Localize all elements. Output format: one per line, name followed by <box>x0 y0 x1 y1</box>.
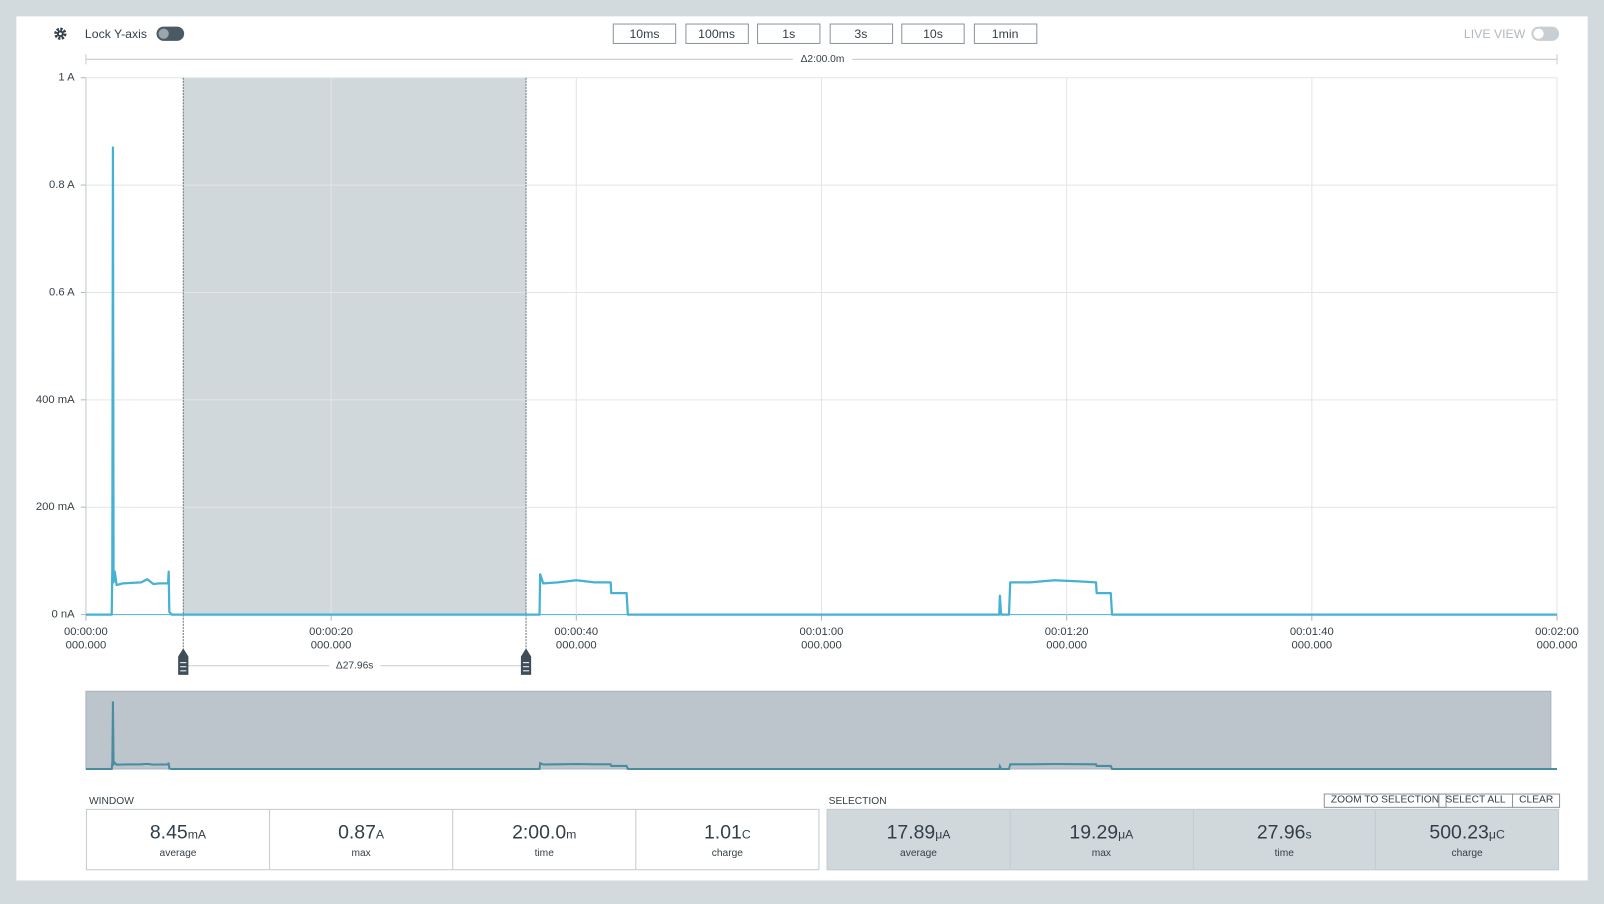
x-tick-label: 00:01:40 000.000 <box>1289 625 1334 652</box>
stat-label: charge <box>1451 847 1483 859</box>
stat-value-row: 17.89μA <box>828 822 1010 844</box>
stat-cell: 17.89μA average <box>828 810 1010 869</box>
handle-shape <box>520 648 532 675</box>
stat-cell: 1.01C charge <box>635 809 818 870</box>
stat-value-row: 27.96s <box>1193 822 1375 844</box>
stat-label: charge <box>711 847 743 859</box>
stat-label: max <box>351 847 371 859</box>
lock-label: Lock Y-axis <box>84 26 148 41</box>
stat-label: time <box>534 847 554 859</box>
window-button[interactable]: 10ms <box>612 23 677 44</box>
y-tick-label: 0.6 A <box>49 286 75 298</box>
stat-unit: μA <box>935 827 951 842</box>
minimap-trace <box>85 701 1558 771</box>
window-button[interactable]: 100ms <box>684 23 749 44</box>
selection-button[interactable]: ZOOM TO SELECTION <box>1323 793 1447 808</box>
x-tick-label: 00:01:20 000.000 <box>1044 625 1089 652</box>
stat-label: max <box>1091 847 1112 859</box>
window-button[interactable]: 1s <box>757 23 821 44</box>
stat-cell: 2:00.0m time <box>452 809 635 870</box>
stat-value-row: 2:00.0m <box>453 822 635 844</box>
selection-stats: 17.89μA average 19.29μA max 27.96s time 500.23… <box>826 808 1560 871</box>
live-view-toggle[interactable] <box>1531 26 1560 41</box>
lock-toggle[interactable] <box>156 26 185 41</box>
window-delta: Δ2:00.0m <box>801 54 845 65</box>
selection-button[interactable]: SELECT ALL <box>1438 793 1513 808</box>
trace <box>85 146 1558 616</box>
selection-button[interactable]: CLEAR <box>1511 793 1561 808</box>
stat-unit: C <box>741 827 751 842</box>
selection-delta-bg <box>329 657 381 674</box>
stat-unit: A <box>375 827 385 842</box>
selection-handle[interactable] <box>178 648 189 675</box>
x-tick-label: 00:00:40 000.000 <box>554 625 599 652</box>
selection-title: SELECTION <box>828 795 887 807</box>
stat-value-row: 1.01C <box>636 822 818 844</box>
x-tick-label: 00:02:00 000.000 <box>1535 625 1579 652</box>
stat-unit: m <box>566 827 577 842</box>
stat-unit: μA <box>1118 827 1134 842</box>
live-view-label: LIVE VIEW <box>1463 26 1526 41</box>
stat-cell: 27.96s time <box>1192 809 1375 870</box>
window-stats: 8.45mA average 0.87A max 2:00.0m time 1.01C cha… <box>85 808 820 871</box>
stat-value: 1.01 <box>703 822 742 844</box>
x-tick-label: 00:01:00 000.000 <box>799 625 844 652</box>
window-delta-bg <box>792 51 853 68</box>
stat-cell: 19.29μA max <box>1009 809 1192 870</box>
settings-icon[interactable] <box>53 27 67 41</box>
stat-value: 2:00.0 <box>512 822 567 844</box>
x-tick-label: 00:00:20 000.000 <box>309 625 353 652</box>
stat-value: 19.29 <box>1069 822 1119 844</box>
stat-cell: 500.23μC charge <box>1375 809 1558 870</box>
y-tick-label: 0 nA <box>52 609 76 621</box>
window-button[interactable]: 3s <box>829 23 893 44</box>
stat-label: average <box>159 847 197 859</box>
y-tick-label: 1 A <box>58 72 75 84</box>
y-tick-label: 0.8 A <box>49 179 75 191</box>
stat-value-row: 0.87A <box>270 822 452 844</box>
stat-cell: 0.87A max <box>269 809 452 870</box>
stat-unit: μC <box>1488 827 1505 842</box>
stat-unit: mA <box>187 827 207 842</box>
minimap <box>85 690 1552 770</box>
stat-value: 500.23 <box>1429 822 1489 844</box>
stat-value-row: 8.45mA <box>87 822 269 844</box>
stat-label: average <box>900 847 938 859</box>
stat-value: 0.87 <box>338 822 376 844</box>
handle-shape <box>178 648 189 675</box>
stat-unit: s <box>1305 827 1312 842</box>
selection-delta: Δ27.96s <box>336 660 374 671</box>
window-button[interactable]: 10s <box>901 23 965 44</box>
selection-area <box>183 77 527 615</box>
stat-value-row: 500.23μC <box>1376 822 1558 844</box>
stat-value: 17.89 <box>886 822 936 844</box>
stat-cell: 8.45mA average <box>87 810 269 869</box>
y-tick-label: 200 mA <box>36 501 75 513</box>
y-tick-label: 400 mA <box>36 394 75 406</box>
window-title: WINDOW <box>89 795 134 807</box>
stat-value: 27.96 <box>1256 822 1306 844</box>
x-tick-label: 00:00:00 000.000 <box>64 625 108 652</box>
stat-value: 8.45 <box>149 822 188 844</box>
stat-label: time <box>1274 847 1294 859</box>
window-button[interactable]: 1min <box>973 23 1037 44</box>
stat-value-row: 19.29μA <box>1010 822 1192 844</box>
selection-handle[interactable] <box>520 648 532 675</box>
